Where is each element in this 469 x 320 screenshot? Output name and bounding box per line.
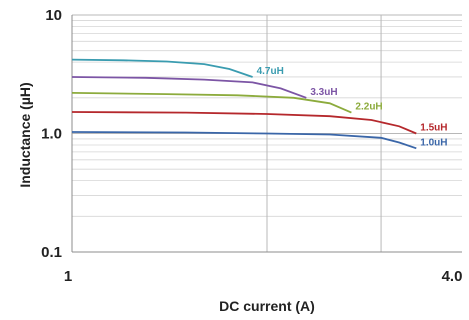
series-label-33uh: 3.3uH bbox=[310, 87, 337, 98]
y-tick-label: 0.1 bbox=[41, 244, 62, 261]
series-label-15uh: 1.5uH bbox=[420, 123, 447, 134]
series-label-47uh: 4.7uH bbox=[257, 66, 284, 77]
y-axis-title: Inductance (µH) bbox=[17, 82, 33, 187]
series-line-22uh bbox=[71, 92, 352, 114]
x-axis-title: DC current (A) bbox=[219, 298, 315, 314]
x-tick-label: 1 bbox=[64, 268, 72, 285]
series-line-15uh bbox=[71, 111, 417, 135]
x-tick-label: 4.0 bbox=[442, 268, 463, 285]
series-line-47uh bbox=[71, 58, 253, 78]
series-label-22uh: 2.2uH bbox=[355, 102, 382, 113]
series-line-33uh bbox=[71, 76, 307, 99]
y-tick-label: 1.0 bbox=[41, 126, 62, 143]
y-tick-label: 10 bbox=[45, 7, 62, 24]
series-label-10uh: 1.0uH bbox=[420, 137, 447, 148]
tick-labels: 10 1.0 0.11 4.0 bbox=[41, 7, 462, 285]
series-lines bbox=[71, 58, 417, 150]
series-labels: 4.7uH 3.3uH 2.2uH 1.5uH 1.0uH bbox=[257, 66, 448, 148]
series-line-10uh bbox=[71, 131, 417, 150]
